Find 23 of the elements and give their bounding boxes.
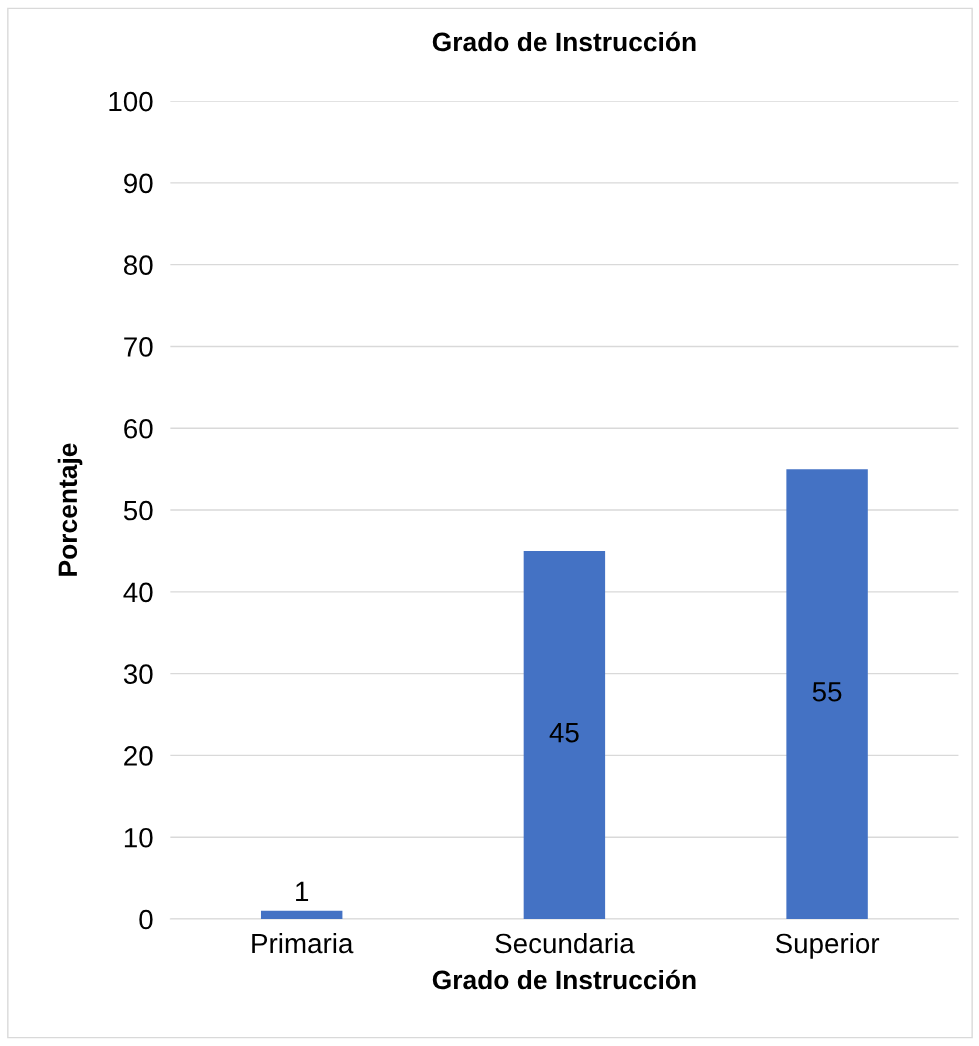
y-tick-label: 40 (123, 582, 153, 603)
y-tick-label: 100 (109, 91, 153, 112)
y-tick-label: 0 (139, 909, 153, 930)
y-tick-label: 60 (124, 418, 153, 439)
data-label: 55 (812, 682, 842, 702)
y-tick-label: 70 (124, 337, 153, 357)
bar (786, 469, 868, 920)
chart-title: Grado de Instrucción (432, 31, 696, 52)
y-axis-title: Porcentaje (57, 443, 83, 576)
y-tick-label: 10 (124, 827, 153, 848)
y-tick-label: 50 (123, 500, 153, 521)
y-tick-label: 20 (124, 746, 153, 766)
x-tick-label: Primaria (252, 932, 354, 954)
data-label: 45 (549, 723, 579, 743)
y-tick-label: 90 (124, 173, 153, 194)
data-label: 1 (296, 881, 309, 901)
x-tick-label: Secundaria (495, 932, 635, 954)
bar (523, 550, 606, 920)
x-tick-label: Superior (775, 932, 880, 959)
y-tick-label: 80 (123, 255, 153, 275)
x-axis-title: Grado de Instrucción (432, 969, 696, 990)
y-tick-label: 30 (123, 664, 153, 684)
bar (260, 910, 343, 920)
